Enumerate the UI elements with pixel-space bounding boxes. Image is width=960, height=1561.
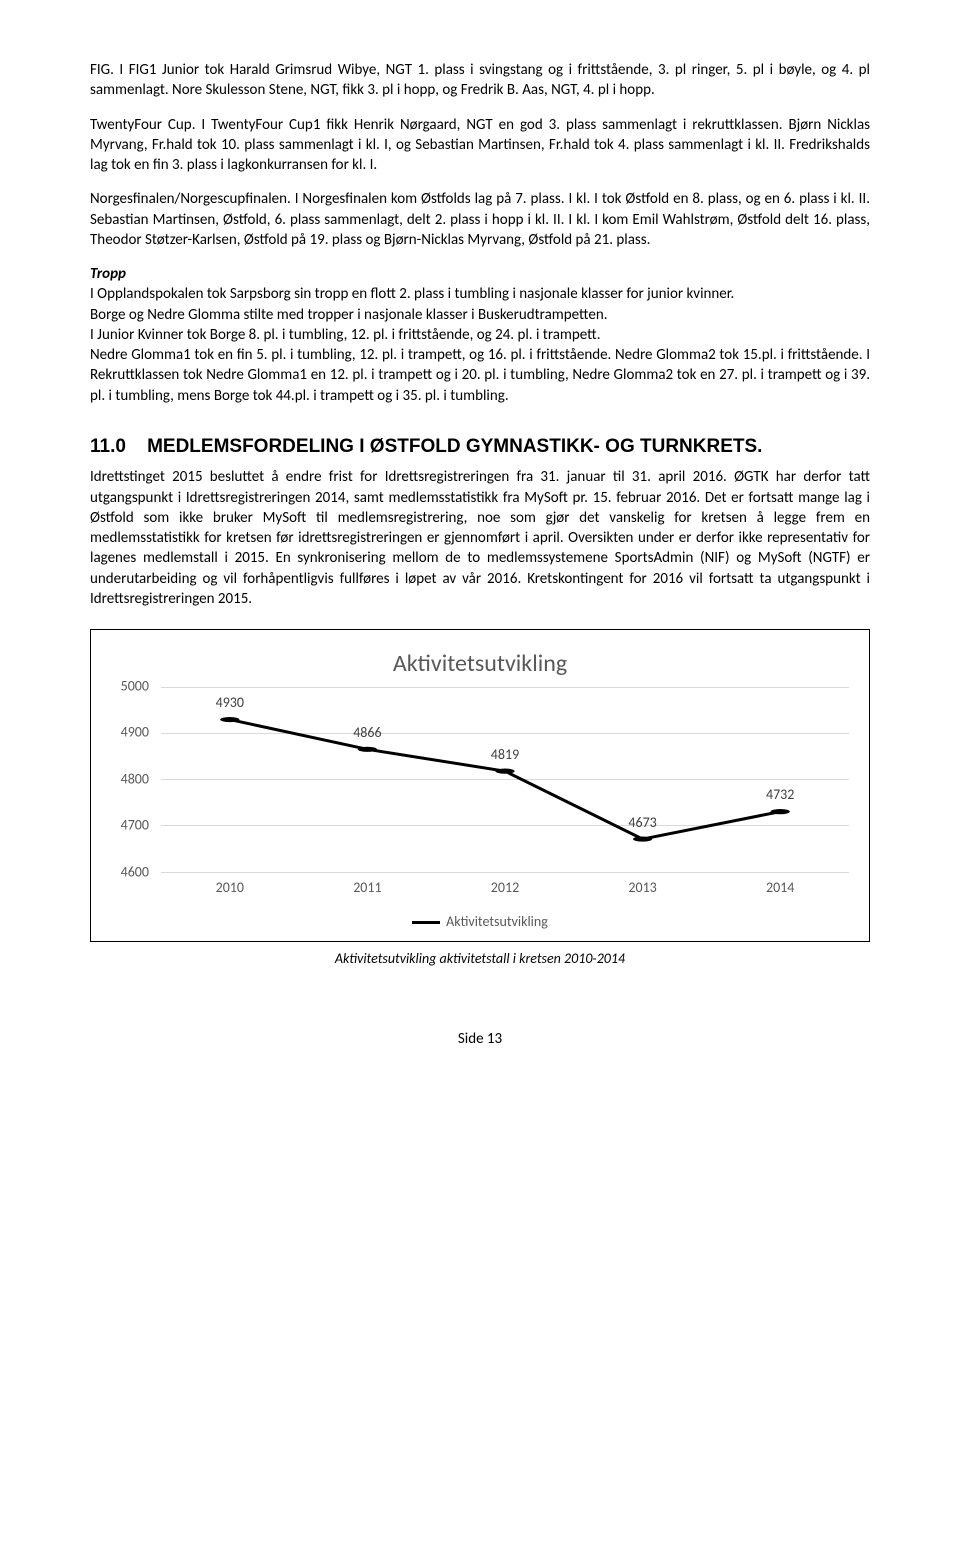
paragraph-1: FIG. I FIG1 Junior tok Harald Grimsrud W… [90, 60, 870, 101]
data-label: 4866 [353, 724, 381, 743]
chart-caption: Aktivitetsutvikling aktivitetstall i kre… [90, 950, 870, 969]
tropp-block: Tropp I Opplandspokalen tok Sarpsborg si… [90, 264, 870, 406]
legend-swatch [412, 921, 440, 924]
y-tick-label: 4700 [105, 817, 149, 836]
paragraph-2: TwentyFour Cup. I TwentyFour Cup1 fikk H… [90, 115, 870, 176]
chart-x-axis: 2010 2011 2012 2013 2014 [161, 879, 849, 899]
chart-y-axis: 46004700480049005000 [105, 687, 153, 873]
paragraph-3: Norgesfinalen/Norgescupfinalen. I Norges… [90, 189, 870, 250]
paragraph-5: Idrettstinget 2015 besluttet å endre fri… [90, 467, 870, 609]
chart-series: 4930 4866 4819 4673 4732 [161, 687, 849, 873]
x-tick-label: 2012 [491, 879, 519, 898]
tropp-label: Tropp [90, 265, 126, 283]
y-tick-label: 5000 [105, 677, 149, 696]
x-tick-label: 2013 [628, 879, 656, 898]
data-label: 4732 [766, 786, 794, 805]
heading-text: MEDLEMSFORDELING I ØSTFOLD GYMNASTIKK- O… [147, 436, 762, 457]
legend-label: Aktivitetsutvikling [446, 913, 548, 930]
x-tick-label: 2010 [216, 879, 244, 898]
chart-legend: Aktivitetsutvikling [105, 913, 855, 932]
data-label: 4819 [491, 746, 519, 765]
data-label: 4930 [216, 694, 244, 713]
x-tick-label: 2011 [353, 879, 381, 898]
page-footer: Side 13 [90, 1029, 870, 1049]
section-heading: 11.0 MEDLEMSFORDELING I ØSTFOLD GYMNASTI… [90, 434, 870, 460]
data-label: 4673 [628, 814, 656, 833]
activity-chart: Aktivitetsutvikling 4600 4700 4800 4900 5000… [90, 629, 870, 942]
y-tick-label: 4800 [105, 770, 149, 789]
y-tick-label: 4600 [105, 863, 149, 882]
paragraph-4: I Opplandspokalen tok Sarpsborg sin trop… [90, 285, 870, 404]
y-tick-label: 4900 [105, 724, 149, 743]
heading-number: 11.0 [90, 436, 126, 457]
x-tick-label: 2014 [766, 879, 794, 898]
chart-plot-area: 46004700480049005000 4930486648194673473… [105, 687, 855, 907]
chart-title: Aktivitetsutvikling [105, 648, 855, 680]
